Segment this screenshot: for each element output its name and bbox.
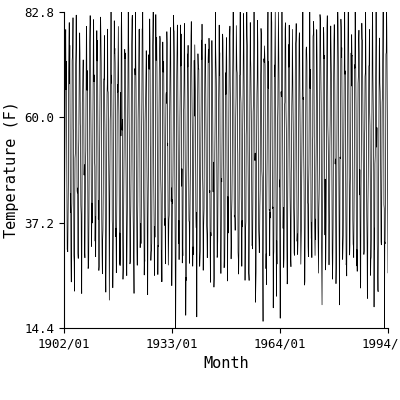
X-axis label: Month: Month bbox=[203, 356, 249, 371]
Y-axis label: Temperature (F): Temperature (F) bbox=[4, 102, 19, 238]
